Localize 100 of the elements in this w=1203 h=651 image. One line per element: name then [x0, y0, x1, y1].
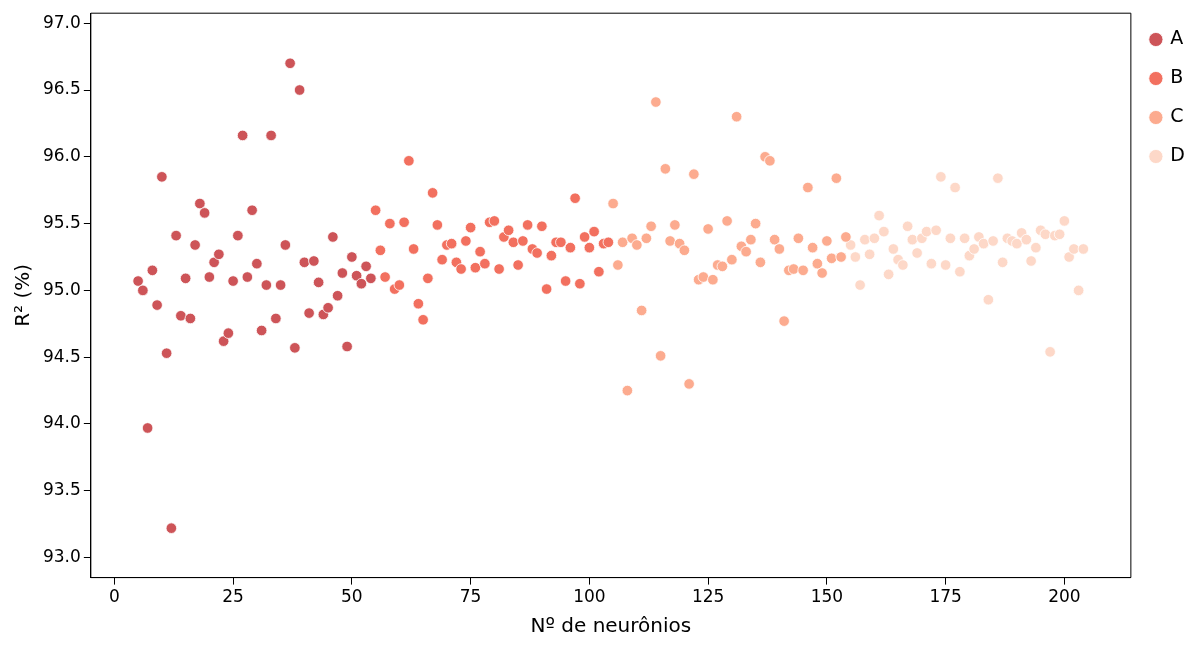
point	[346, 251, 358, 263]
point	[659, 163, 672, 175]
point	[835, 251, 847, 263]
point	[920, 225, 933, 238]
point	[911, 247, 923, 259]
x-axis-title: Nº de neurônios	[530, 613, 692, 638]
legend-label: B	[1170, 65, 1184, 88]
point	[854, 279, 866, 291]
point	[797, 264, 809, 277]
x-tick-label: 175	[929, 586, 962, 607]
point	[935, 171, 947, 183]
point	[303, 307, 315, 319]
point	[412, 298, 425, 310]
point	[531, 247, 543, 259]
point	[1030, 241, 1042, 254]
point	[327, 231, 339, 243]
y-tick-label: 94.0	[42, 412, 81, 433]
point	[493, 263, 505, 275]
point	[982, 294, 995, 306]
point	[422, 272, 434, 285]
point	[293, 84, 306, 96]
point	[882, 268, 895, 281]
point	[958, 232, 971, 244]
point	[184, 312, 197, 325]
point	[521, 219, 534, 231]
point	[996, 256, 1009, 269]
point	[502, 224, 515, 236]
point	[322, 302, 334, 314]
point	[1044, 346, 1056, 358]
point	[678, 244, 691, 257]
point	[431, 219, 444, 231]
point	[274, 279, 287, 291]
point	[246, 204, 258, 216]
point	[873, 209, 885, 222]
point	[407, 243, 420, 255]
point	[1072, 284, 1085, 297]
point	[369, 204, 382, 216]
point	[255, 324, 268, 337]
y-tick-label: 95.0	[42, 278, 81, 299]
point	[716, 260, 729, 273]
point	[232, 229, 244, 242]
point	[749, 217, 762, 230]
point	[574, 278, 586, 290]
point	[925, 257, 938, 270]
point	[175, 310, 187, 322]
point	[616, 236, 629, 248]
point	[260, 279, 273, 291]
point	[236, 129, 249, 142]
point	[764, 155, 776, 167]
point	[308, 255, 320, 267]
point	[151, 299, 163, 311]
point	[564, 241, 577, 254]
point	[203, 271, 216, 283]
point	[540, 283, 553, 295]
point	[683, 378, 695, 390]
point	[688, 168, 700, 180]
point	[593, 265, 605, 278]
point	[289, 342, 301, 354]
y-tick-label: 93.0	[42, 545, 81, 566]
point	[721, 215, 733, 227]
point	[901, 220, 914, 232]
point	[194, 197, 206, 210]
point	[469, 261, 482, 274]
point	[664, 235, 676, 247]
point	[1025, 255, 1037, 267]
x-tick-label: 125	[691, 586, 725, 607]
point	[768, 233, 781, 246]
point	[341, 340, 353, 353]
point	[949, 181, 961, 194]
point	[189, 239, 201, 251]
point	[773, 243, 786, 255]
point	[830, 172, 843, 184]
y-tick-label: 96.5	[42, 78, 81, 99]
point	[825, 252, 838, 265]
x-tick-label: 200	[1048, 586, 1081, 607]
point	[355, 278, 368, 290]
point	[578, 231, 591, 243]
legend-label: A	[1170, 26, 1184, 49]
point	[1063, 251, 1075, 263]
x-tick-label: 75	[459, 586, 482, 607]
point	[132, 275, 144, 287]
y-tick-label: 94.5	[42, 345, 81, 366]
point	[1077, 243, 1090, 255]
point	[141, 422, 154, 434]
point	[702, 223, 714, 235]
point	[265, 129, 277, 142]
point	[156, 171, 168, 183]
point	[607, 197, 619, 210]
y-tick-label: 96.0	[42, 145, 81, 166]
point	[222, 327, 235, 339]
point	[612, 259, 624, 271]
point	[170, 229, 182, 242]
point	[806, 241, 819, 254]
point	[179, 272, 192, 285]
point	[1053, 228, 1066, 240]
point	[640, 232, 653, 244]
point	[360, 260, 372, 273]
y-tick-label: 95.5	[42, 212, 81, 233]
point	[778, 315, 790, 327]
point	[878, 225, 890, 238]
